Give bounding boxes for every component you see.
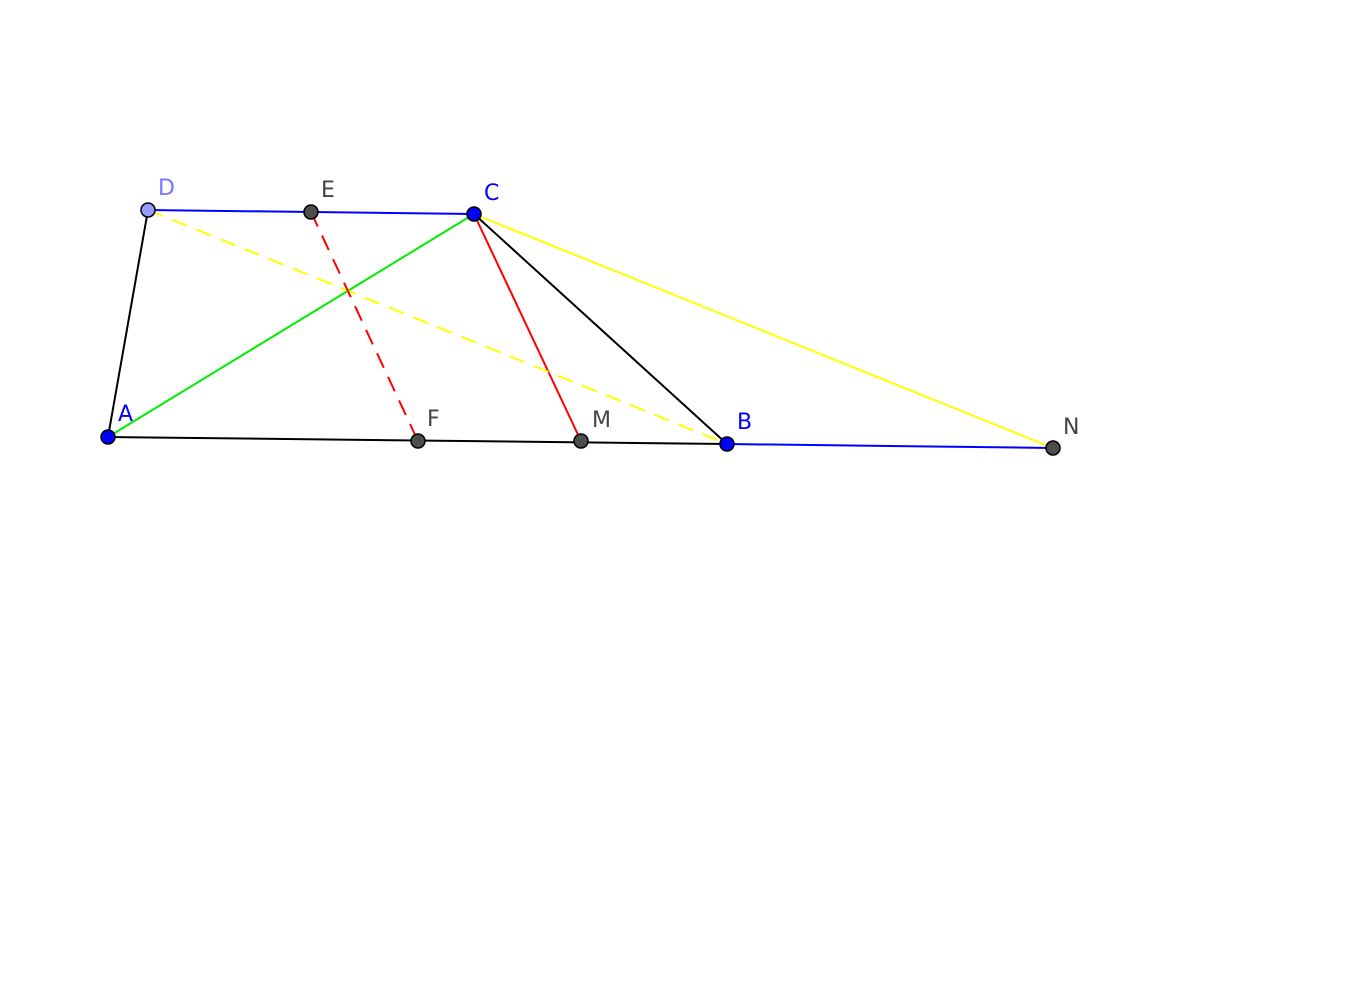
segment-cm bbox=[473, 213, 582, 442]
segment-cn bbox=[473, 213, 1054, 449]
point-a bbox=[100, 429, 116, 445]
labels: A B C D E F M N bbox=[118, 176, 1079, 440]
segment-cb bbox=[473, 213, 728, 445]
point-label: D bbox=[158, 176, 175, 201]
segments bbox=[107, 209, 1054, 449]
point-b bbox=[719, 436, 735, 452]
point-label: C bbox=[484, 181, 499, 206]
point-label: E bbox=[321, 178, 335, 203]
point-d bbox=[140, 202, 156, 218]
point-label: N bbox=[1063, 415, 1079, 440]
point-m bbox=[573, 433, 589, 449]
segment-ac bbox=[107, 213, 475, 438]
point-label: A bbox=[118, 402, 133, 427]
segment-db bbox=[147, 209, 728, 445]
point-n bbox=[1045, 440, 1061, 456]
point-label: F bbox=[427, 407, 440, 432]
segment-ad bbox=[107, 209, 149, 438]
point-label: M bbox=[592, 408, 611, 433]
segment-bn bbox=[726, 443, 1054, 449]
points bbox=[100, 202, 1061, 456]
point-e bbox=[303, 204, 319, 220]
point-label: B bbox=[737, 410, 752, 435]
point-c bbox=[466, 206, 482, 222]
point-f bbox=[410, 433, 426, 449]
segment-ef bbox=[310, 211, 419, 442]
